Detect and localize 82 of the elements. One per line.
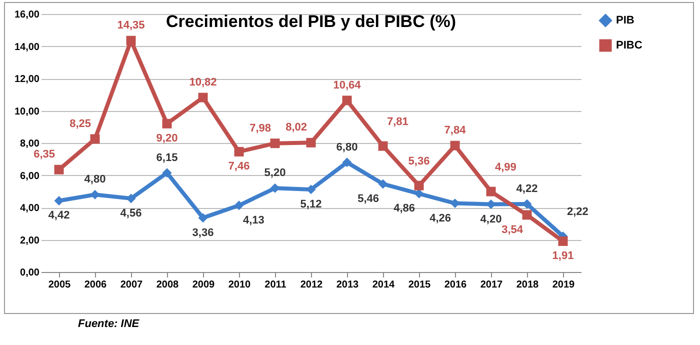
point — [162, 118, 172, 128]
y-tick-label: 2,00 — [20, 235, 40, 246]
data-label: 4,80 — [84, 174, 106, 186]
data-label: 7,81 — [387, 116, 408, 128]
data-label: 7,98 — [250, 122, 271, 134]
point — [162, 168, 172, 178]
point — [414, 180, 424, 190]
source-note: Fuente: INE — [78, 318, 140, 330]
point — [54, 164, 64, 174]
x-tick-label: 2013 — [336, 280, 360, 290]
data-label: 7,84 — [444, 124, 467, 137]
data-label: 1,91 — [552, 250, 574, 262]
data-label: 10,64 — [333, 79, 362, 92]
point — [486, 186, 496, 196]
data-label: 9,20 — [156, 132, 178, 145]
x-tick-label: 2011 — [264, 280, 287, 290]
point — [342, 158, 352, 168]
x-tick-label: 2012 — [300, 280, 324, 290]
point — [234, 146, 244, 156]
point — [270, 138, 280, 148]
x-tick-label: 2009 — [192, 280, 216, 290]
y-tick-label: 16,00 — [14, 10, 40, 20]
data-label: 4,56 — [120, 207, 142, 220]
data-label: 4,26 — [430, 212, 451, 224]
y-tick-label: 0,00 — [20, 268, 40, 278]
data-label: 8,25 — [70, 118, 91, 130]
data-label: 3,36 — [192, 226, 214, 239]
x-tick-label: 2017 — [480, 280, 504, 290]
y-tick-label: 4,00 — [20, 203, 40, 214]
data-label: 6,80 — [336, 141, 358, 154]
data-label: 4,20 — [480, 213, 502, 226]
x-tick-label: 2006 — [84, 280, 108, 290]
x-tick-label: 2015 — [408, 280, 432, 290]
point — [450, 140, 460, 150]
legend-label: PIBC — [616, 40, 642, 52]
y-tick-label: 6,00 — [20, 170, 40, 182]
x-tick-label: 2007 — [120, 280, 144, 290]
point — [522, 210, 532, 220]
data-label: 6,15 — [156, 152, 178, 164]
point — [342, 96, 352, 106]
point — [378, 141, 388, 151]
chart-title: Crecimientos del PIB y del PIBC (%) — [166, 12, 456, 31]
point — [306, 138, 316, 148]
x-tick-label: 2018 — [516, 280, 540, 290]
data-label: 14,35 — [117, 20, 145, 32]
data-label: 5,12 — [300, 198, 322, 210]
point — [234, 200, 244, 210]
data-label: 5,20 — [264, 167, 286, 180]
data-label: 10,82 — [189, 76, 217, 89]
point — [126, 194, 136, 204]
y-tick-label: 10,00 — [14, 106, 40, 118]
y-tick-label: 14,00 — [14, 42, 40, 53]
point — [198, 92, 208, 102]
point — [90, 190, 100, 200]
data-label: 4,42 — [48, 210, 70, 222]
data-label: 4,13 — [243, 214, 264, 226]
data-label: 3,54 — [502, 224, 524, 236]
y-tick-label: 12,00 — [14, 74, 40, 85]
point — [378, 179, 388, 189]
x-tick-label: 2016 — [444, 280, 468, 290]
data-label: 5,36 — [408, 156, 430, 168]
data-label: 8,02 — [286, 122, 307, 134]
y-tick-label: 8,00 — [20, 138, 40, 150]
point — [90, 134, 100, 144]
data-label: 5,46 — [358, 192, 379, 205]
x-tick-label: 2019 — [552, 280, 576, 290]
point — [126, 36, 136, 46]
point — [558, 236, 568, 246]
point — [54, 196, 64, 206]
data-label: 4,86 — [394, 202, 415, 215]
data-label: 2,22 — [567, 206, 588, 218]
point — [198, 213, 208, 223]
data-label: 7,46 — [228, 160, 250, 173]
data-label: 4,22 — [516, 182, 538, 195]
x-tick-label: 2014 — [372, 280, 396, 290]
x-tick-label: 2008 — [156, 280, 180, 290]
point — [414, 188, 424, 198]
x-tick-label: 2010 — [228, 280, 252, 290]
data-label: 4,99 — [495, 162, 516, 174]
data-label: 6,35 — [34, 148, 55, 161]
x-tick-label: 2005 — [48, 280, 72, 290]
legend-label: PIB — [616, 14, 634, 26]
